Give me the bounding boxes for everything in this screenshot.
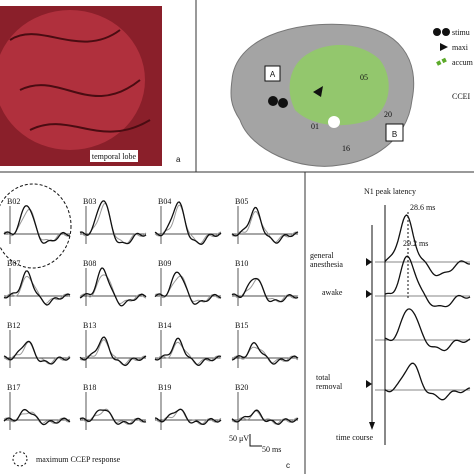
trace	[79, 267, 147, 307]
trace	[231, 409, 299, 425]
trace	[154, 337, 222, 366]
trace	[3, 270, 71, 306]
panel-label: c	[286, 461, 290, 470]
channel-label: B08	[83, 259, 96, 268]
ccep-region	[289, 45, 389, 126]
legend-icon	[440, 43, 448, 51]
channel-label: B20	[235, 383, 248, 392]
trace	[3, 340, 71, 365]
channel-label: B10	[235, 259, 248, 268]
legend-icon	[436, 57, 448, 66]
legend-text: maximum CCEP response	[36, 455, 121, 464]
trace	[154, 201, 222, 245]
trace	[79, 409, 147, 425]
caption: temporal lobe	[92, 152, 137, 161]
trace	[79, 408, 147, 425]
trace	[231, 278, 299, 303]
electrode-number: 01	[311, 122, 319, 131]
time-arrowhead	[369, 422, 375, 430]
trace	[231, 206, 299, 244]
trace	[154, 408, 222, 426]
trace	[79, 339, 147, 366]
legend-icon	[442, 28, 450, 36]
trace	[79, 200, 147, 245]
legend-text: CCEI	[452, 92, 471, 101]
latency-traces	[375, 214, 471, 401]
trace	[231, 277, 299, 303]
trace	[231, 211, 299, 243]
trace	[231, 346, 299, 364]
trace	[384, 255, 471, 308]
region-box	[385, 123, 404, 142]
legend-text: accum	[452, 58, 474, 67]
scale-time: 50 ms	[262, 445, 281, 454]
trace	[79, 202, 147, 245]
channel-label: B14	[158, 321, 171, 330]
electrode-number: 20	[384, 110, 392, 119]
trace	[384, 308, 471, 352]
region-label: B	[392, 130, 397, 139]
channel-label: B03	[83, 197, 96, 206]
trace	[384, 362, 471, 401]
channel-label: B09	[158, 259, 171, 268]
channel-label: B15	[235, 321, 248, 330]
electrode-number: 16	[342, 144, 350, 153]
trace	[154, 341, 222, 365]
channel-label: B04	[158, 197, 171, 206]
electrode-number: 05	[360, 73, 368, 82]
region-label: A	[270, 70, 276, 79]
channel-label: B05	[235, 197, 248, 206]
trace	[154, 204, 222, 245]
panel-title: N1 peak latency	[364, 187, 416, 196]
channel-label: B17	[7, 383, 20, 392]
legend-icon	[433, 28, 441, 36]
scale-voltage: 50 μV	[229, 434, 249, 443]
channel-label: B12	[7, 321, 20, 330]
trace	[3, 205, 71, 244]
condition: total removal	[316, 373, 343, 391]
panel-label: a	[176, 155, 181, 164]
channel-label: B13	[83, 321, 96, 330]
axis-label: time course	[336, 433, 374, 442]
trace	[3, 408, 71, 426]
trace	[79, 274, 147, 304]
trace	[3, 341, 71, 365]
stim-electrode	[278, 98, 288, 108]
trace	[3, 208, 71, 242]
trace	[79, 336, 147, 367]
channel-label: B18	[83, 383, 96, 392]
scale-bar	[249, 434, 262, 447]
channel-label: B07	[7, 259, 20, 268]
trace	[154, 271, 222, 305]
region-box	[264, 65, 281, 82]
latency: 28.6 ms	[410, 203, 435, 212]
legend-text: maxi	[452, 43, 469, 52]
stim-electrode	[268, 96, 278, 106]
vessels	[9, 29, 151, 133]
max-response-marker	[313, 86, 323, 97]
caption-box	[90, 150, 138, 162]
condition-marker	[366, 290, 372, 298]
condition-marker	[366, 258, 372, 266]
condition-marker	[366, 380, 372, 388]
legend-icon	[12, 451, 28, 467]
trace	[231, 341, 299, 365]
brain-surface	[0, 10, 145, 150]
channel-label: B02	[7, 197, 20, 206]
condition: general anesthesia	[310, 251, 343, 269]
channel-label: B19	[158, 383, 171, 392]
trace	[384, 214, 470, 277]
condition: awake	[322, 288, 343, 297]
electrode	[328, 116, 340, 128]
legend-text: stimu	[452, 28, 470, 37]
trace	[154, 408, 222, 426]
trace-grid: B02 B03 B04 B05 B07 B08 B09 B10 B12 B13 B14 B15 B17 B…	[3, 197, 299, 430]
max-response-circle	[0, 183, 72, 269]
